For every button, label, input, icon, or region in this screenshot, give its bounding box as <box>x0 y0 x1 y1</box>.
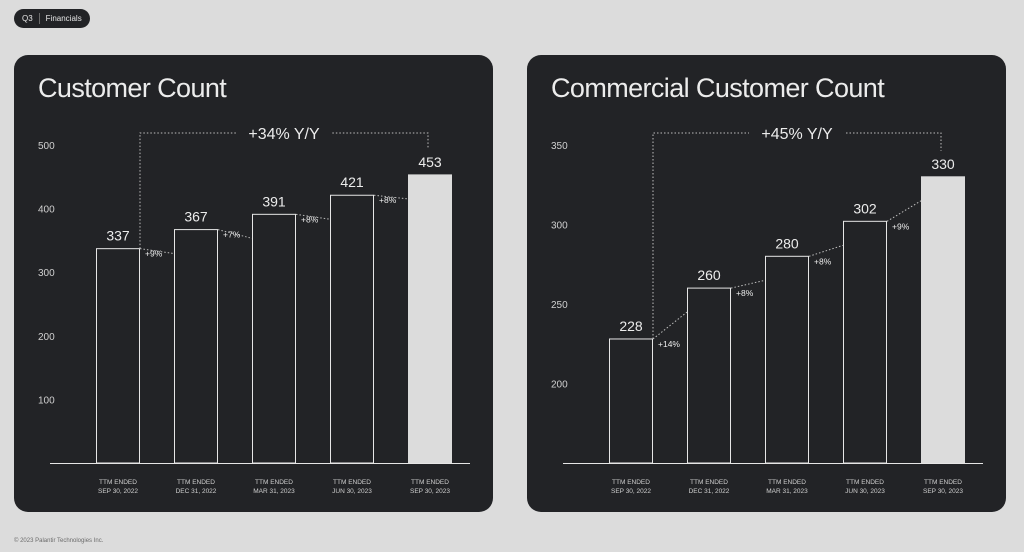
bar-value-label: 367 <box>184 209 208 225</box>
growth-label: +8% <box>736 288 754 298</box>
x-category-label: TTM ENDED <box>333 479 371 486</box>
growth-label: +8% <box>814 256 832 266</box>
yoy-label-bg <box>236 123 332 143</box>
customer-count-panel: Customer Count 100 200 300 400 500 337 TTM END… <box>14 55 493 512</box>
quarter-label: Q3 <box>22 14 33 23</box>
bar-value-label: 337 <box>106 228 130 244</box>
bar <box>330 194 374 464</box>
y-tick-label: 100 <box>38 395 55 406</box>
growth-connector <box>886 200 922 222</box>
bar <box>96 248 140 464</box>
y-tick-label: 200 <box>38 332 55 343</box>
growth-connector <box>217 229 253 239</box>
yoy-label-bg <box>749 123 845 143</box>
section-pill: Q3 Financials <box>14 9 90 28</box>
growth-label: +9% <box>145 249 163 259</box>
growth-connector <box>295 213 331 220</box>
bar <box>252 213 296 464</box>
y-tick-label: 350 <box>551 141 568 152</box>
yoy-bracket <box>139 132 429 249</box>
x-category-label: TTM ENDED <box>924 479 962 486</box>
growth-label: +9% <box>892 221 910 231</box>
y-tick-label: 400 <box>38 205 55 216</box>
commercial-customer-count-panel: Commercial Customer Count 200 250 300 350 22… <box>527 55 1006 512</box>
bar-value-label: 421 <box>340 174 364 190</box>
growth-label: +14% <box>658 339 680 349</box>
panel-title: Commercial Customer Count <box>551 73 885 103</box>
x-category-label: TTM ENDED <box>612 479 650 486</box>
y-tick-label: 300 <box>38 268 55 279</box>
growth-label: +8% <box>379 195 397 205</box>
bar-value-label: 280 <box>775 235 799 251</box>
bar-value-label: 228 <box>619 318 643 334</box>
bar <box>765 255 809 464</box>
y-tick-label: 250 <box>551 300 568 311</box>
bar-value-label: 302 <box>853 200 877 216</box>
x-category-label: TTM ENDED <box>411 479 449 486</box>
x-category-label: TTM ENDED <box>690 479 728 486</box>
growth-connector <box>652 311 688 340</box>
yoy-growth-label: +45% Y/Y <box>761 126 833 143</box>
y-tick-label: 200 <box>551 380 568 391</box>
x-category-label: TTM ENDED <box>768 479 806 486</box>
bar <box>687 287 731 464</box>
x-category-label: MAR 31, 2023 <box>253 488 295 495</box>
growth-connector <box>139 248 175 255</box>
customer-count-chart: 100 200 300 400 500 337 TTM ENDED SEP 30, 2022 3… <box>38 123 470 495</box>
growth-connector <box>808 244 844 257</box>
x-category-label: SEP 30, 2023 <box>923 488 963 495</box>
bar-value-label: 260 <box>697 267 721 283</box>
yoy-bracket <box>652 132 942 339</box>
growth-connector <box>730 279 766 289</box>
bar <box>174 229 218 464</box>
bar <box>609 338 653 464</box>
bar-value-label: 391 <box>262 193 286 209</box>
y-tick-label: 500 <box>38 141 55 152</box>
commercial-customer-count-chart: 200 250 300 350 228 TTM ENDED SEP 30, 2022 260 T… <box>551 123 983 495</box>
x-category-label: MAR 31, 2023 <box>766 488 808 495</box>
x-category-label: SEP 30, 2023 <box>410 488 450 495</box>
bar <box>921 176 965 464</box>
section-label: Financials <box>45 14 82 23</box>
yoy-growth-label: +34% Y/Y <box>248 126 320 143</box>
x-category-label: DEC 31, 2022 <box>689 488 730 495</box>
copyright-footer: © 2023 Palantir Technologies Inc. <box>14 538 104 544</box>
growth-label: +8% <box>301 214 319 224</box>
bar <box>408 174 452 464</box>
bar <box>843 220 887 464</box>
x-category-label: SEP 30, 2022 <box>611 488 651 495</box>
growth-connector <box>373 194 409 200</box>
x-category-label: TTM ENDED <box>846 479 884 486</box>
growth-label: +7% <box>223 230 241 240</box>
x-category-label: SEP 30, 2022 <box>98 488 138 495</box>
x-category-label: JUN 30, 2023 <box>332 488 372 495</box>
x-category-label: TTM ENDED <box>177 479 215 486</box>
bar-value-label: 330 <box>931 156 955 172</box>
x-category-label: TTM ENDED <box>255 479 293 486</box>
pill-divider <box>38 13 40 24</box>
y-tick-label: 300 <box>551 221 568 232</box>
bar-value-label: 453 <box>418 154 442 170</box>
x-category-label: JUN 30, 2023 <box>845 488 885 495</box>
panel-title: Customer Count <box>38 73 227 103</box>
x-category-label: TTM ENDED <box>99 479 137 486</box>
x-category-label: DEC 31, 2022 <box>176 488 217 495</box>
